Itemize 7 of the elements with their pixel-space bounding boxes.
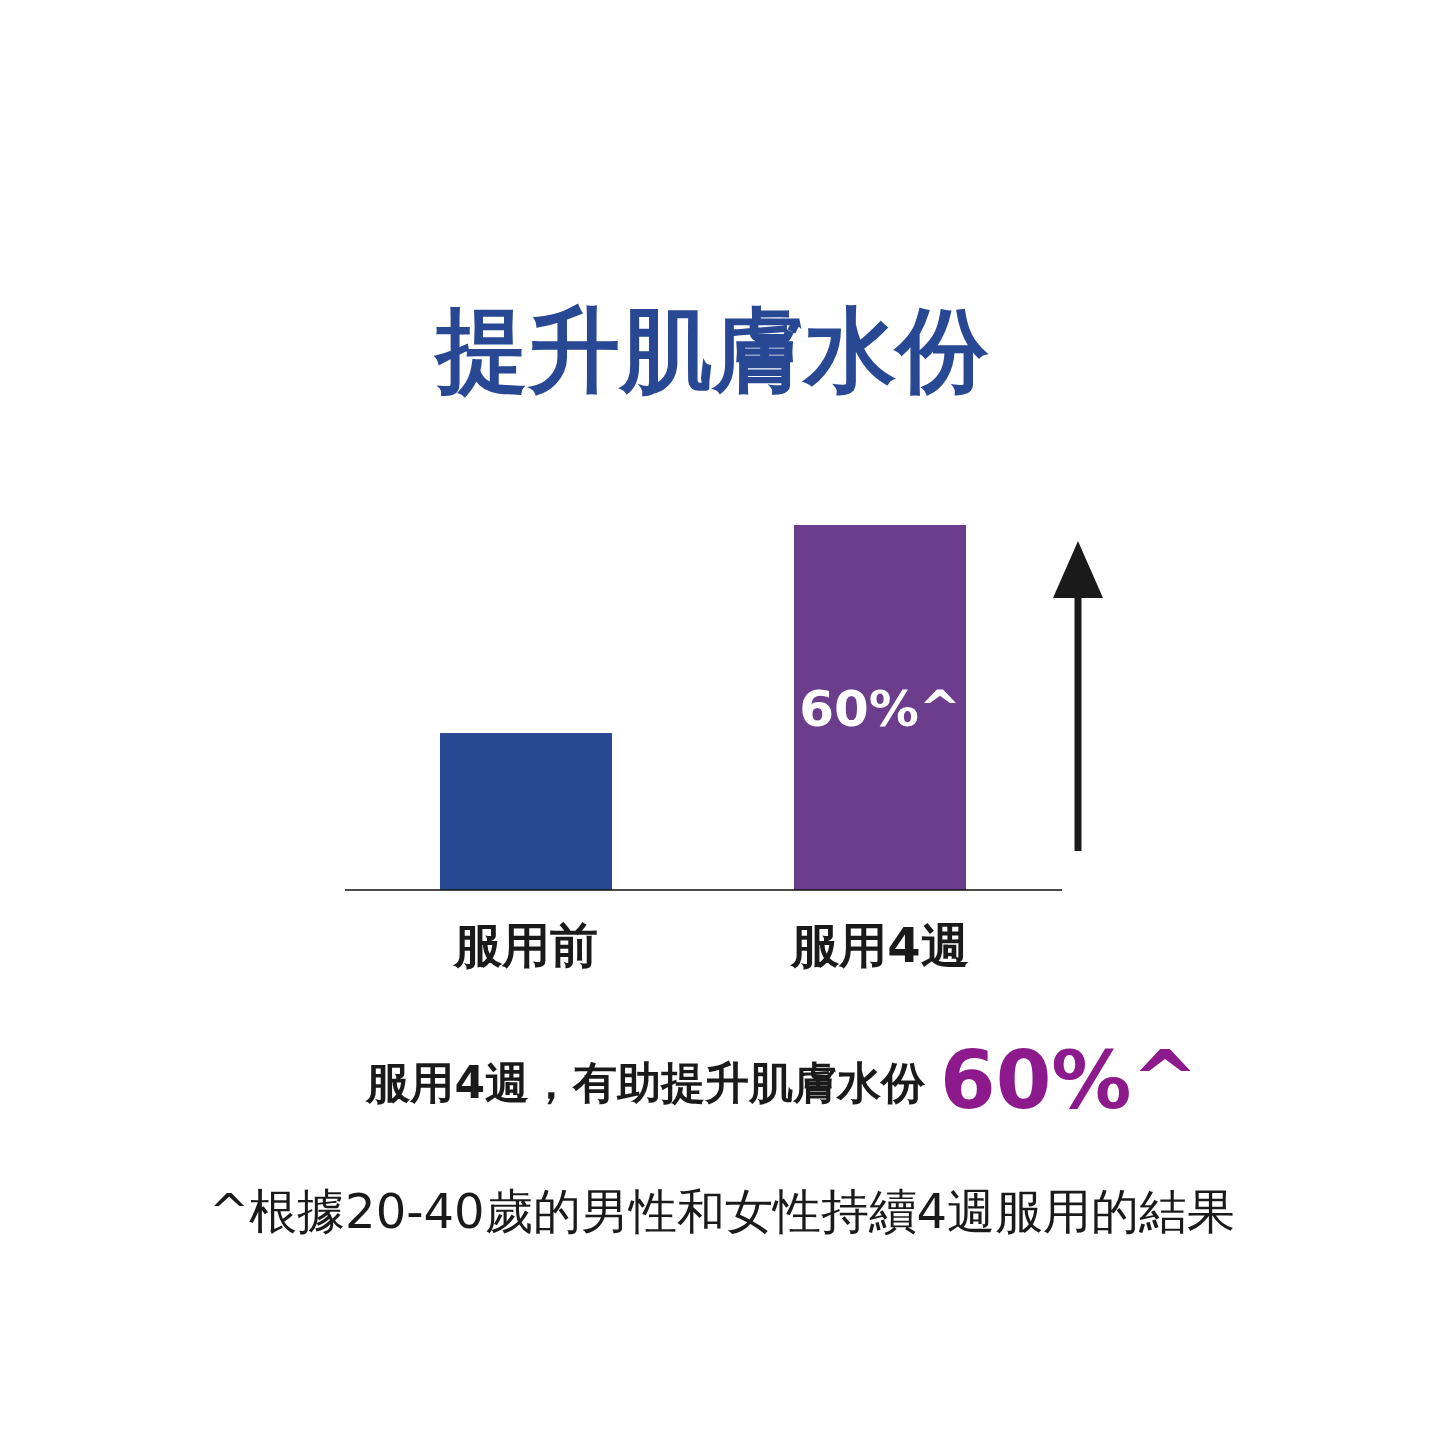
x-tick-label: 服用4週	[789, 917, 969, 973]
text: ^根據20-40歲的男性和女性持續4週服用的結果	[208, 1183, 1236, 1239]
annotation: 60%^	[799, 679, 961, 738]
chart-title: 提升肌膚水份	[433, 296, 989, 404]
text: 服用4週，有助提升肌膚水份	[364, 1057, 926, 1108]
text: 60%^	[940, 1034, 1199, 1127]
x-tick-label: 服用前	[452, 917, 598, 973]
